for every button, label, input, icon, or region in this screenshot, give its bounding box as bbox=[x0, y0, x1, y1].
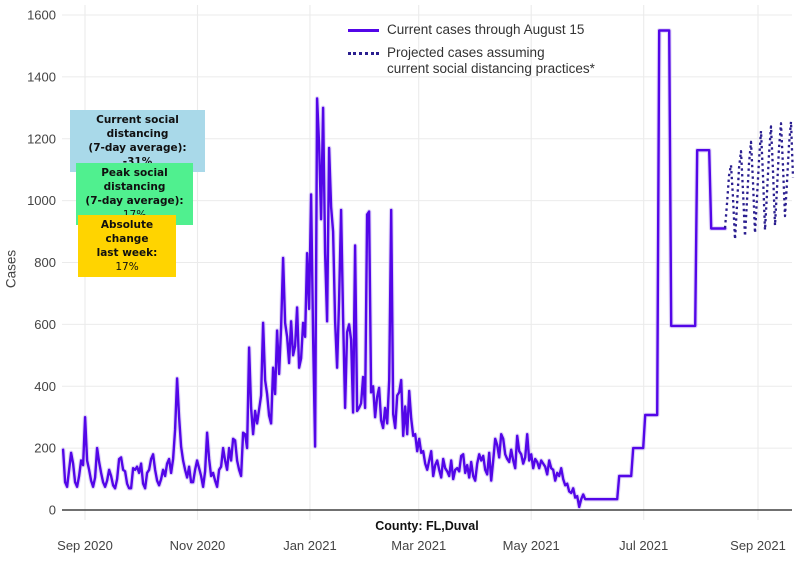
x-tick-label-Mar-2021: Mar 2021 bbox=[391, 538, 446, 553]
box-value: 17% bbox=[115, 261, 139, 273]
y-tick-label-200: 200 bbox=[34, 441, 56, 456]
box-subtitle-line: last week: bbox=[96, 247, 158, 259]
y-tick-label-1200: 1200 bbox=[27, 131, 56, 146]
dotted-line-swatch-icon bbox=[348, 52, 379, 55]
y-tick-label-1400: 1400 bbox=[27, 69, 56, 84]
x-tick-label-Sep-2021: Sep 2021 bbox=[730, 538, 786, 553]
legend-item-current-cases: Current cases through August 15 bbox=[348, 22, 595, 38]
current-cases-line bbox=[61, 29, 727, 509]
y-tick-label-800: 800 bbox=[34, 255, 56, 270]
solid-line-swatch-icon bbox=[348, 29, 379, 32]
box-subtitle-line: (7-day average): bbox=[85, 195, 184, 207]
box-title-line: Current social distancing bbox=[96, 114, 179, 140]
box-subtitle-line: (7-day average): bbox=[88, 142, 187, 154]
box-title-line: Absolute change bbox=[100, 219, 154, 245]
projected-cases-dotted-line bbox=[723, 120, 795, 241]
legend-item-projected-cases: Projected cases assuming current social … bbox=[348, 45, 595, 77]
x-tick-label-Sep-2020: Sep 2020 bbox=[57, 538, 113, 553]
current-social-distancing-box: Current social distancing (7-day average… bbox=[70, 110, 205, 172]
absolute-change-box: Absolute change last week: 17% bbox=[78, 215, 176, 277]
y-tick-label-600: 600 bbox=[34, 317, 56, 332]
legend-label-current-cases: Current cases through August 15 bbox=[387, 22, 585, 37]
box-title-line: Peak social distancing bbox=[101, 167, 168, 193]
y-tick-label-0: 0 bbox=[49, 503, 56, 518]
x-tick-label-Jan-2021: Jan 2021 bbox=[283, 538, 337, 553]
x-tick-label-Jul-2021: Jul 2021 bbox=[619, 538, 668, 553]
y-tick-label-400: 400 bbox=[34, 379, 56, 394]
legend-label-projected-cases: Projected cases assuming current social … bbox=[387, 45, 595, 76]
x-axis-title: County: FL,Duval bbox=[375, 519, 479, 533]
x-tick-label-May-2021: May 2021 bbox=[503, 538, 560, 553]
y-tick-label-1600: 1600 bbox=[27, 8, 56, 23]
x-tick-label-Nov-2020: Nov 2020 bbox=[170, 538, 226, 553]
legend: Current cases through August 15 Projecte… bbox=[348, 22, 595, 77]
y-axis-title: Cases bbox=[3, 249, 19, 289]
y-tick-label-1000: 1000 bbox=[27, 193, 56, 208]
